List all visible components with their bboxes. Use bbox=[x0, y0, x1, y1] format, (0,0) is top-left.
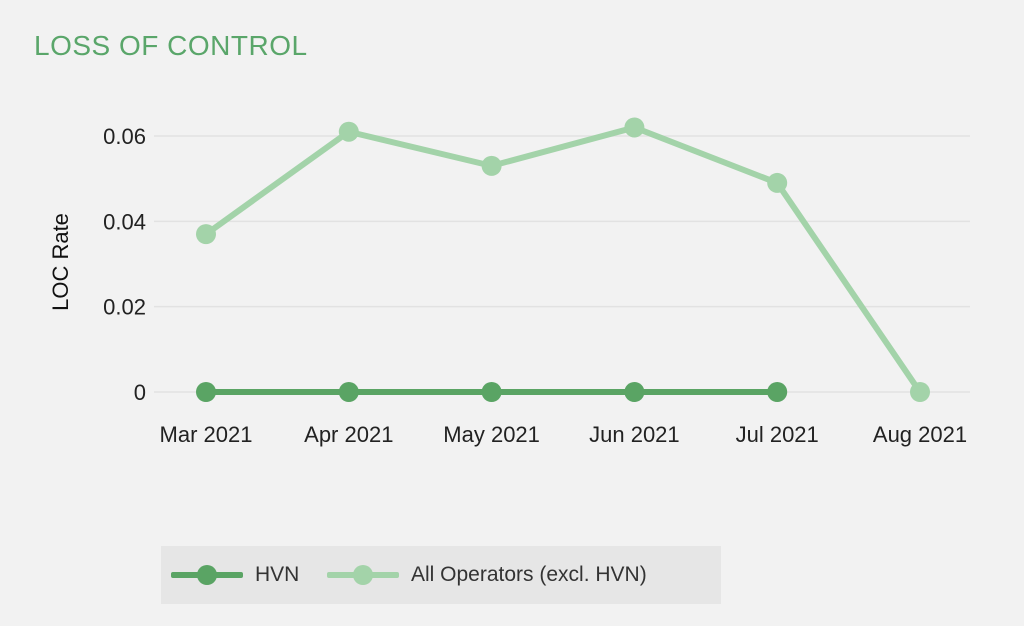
series-lines bbox=[196, 117, 930, 402]
x-tick-label: May 2021 bbox=[443, 422, 540, 447]
y-tick-label: 0 bbox=[134, 380, 146, 405]
y-tick-label: 0.06 bbox=[103, 124, 146, 149]
x-tick-label: Jun 2021 bbox=[589, 422, 680, 447]
data-point[interactable] bbox=[196, 382, 216, 402]
data-point[interactable] bbox=[338, 382, 359, 402]
series-0 bbox=[196, 382, 788, 402]
legend-swatch-all-operators bbox=[327, 565, 399, 585]
data-point[interactable] bbox=[338, 121, 359, 142]
y-tick-labels: 0 0.02 0.04 0.06 bbox=[103, 124, 146, 405]
y-tick-label: 0.02 bbox=[103, 295, 146, 320]
data-point[interactable] bbox=[196, 224, 216, 245]
legend-label-hvn: HVN bbox=[255, 563, 300, 586]
x-tick-label: Apr 2021 bbox=[304, 422, 393, 447]
data-point[interactable] bbox=[481, 155, 502, 176]
y-tick-label: 0.04 bbox=[103, 209, 146, 234]
legend-item-all-operators[interactable]: All Operators (excl. HVN) bbox=[327, 546, 647, 604]
data-point[interactable] bbox=[624, 382, 645, 402]
x-tick-label: Jul 2021 bbox=[736, 422, 819, 447]
x-tick-label: Mar 2021 bbox=[160, 422, 253, 447]
legend-item-hvn[interactable]: HVN bbox=[171, 546, 299, 604]
legend: HVN All Operators (excl. HVN) bbox=[161, 546, 721, 604]
chart-title: LOSS OF CONTROL bbox=[34, 30, 308, 61]
data-point[interactable] bbox=[767, 382, 788, 402]
series-line bbox=[203, 124, 923, 395]
line-chart: 0 0.02 0.04 0.06 Mar 2021 Apr 2021 May 2021 Ju… bbox=[48, 117, 970, 447]
series-1 bbox=[196, 117, 930, 402]
chart-panel: LOSS OF CONTROL 0 0.02 0.04 0.06 Mar 2021 Ap… bbox=[4, 4, 1018, 618]
legend-swatch-hvn bbox=[171, 565, 243, 585]
data-point[interactable] bbox=[481, 382, 502, 402]
x-tick-label: Aug 2021 bbox=[873, 422, 967, 447]
data-point[interactable] bbox=[624, 117, 645, 138]
legend-label-all-operators: All Operators (excl. HVN) bbox=[411, 563, 647, 586]
x-tick-labels: Mar 2021 Apr 2021 May 2021 Jun 2021 Jul 2021… bbox=[160, 422, 968, 447]
y-axis-title: LOC Rate bbox=[48, 213, 73, 311]
data-point[interactable] bbox=[767, 172, 788, 193]
gridlines bbox=[154, 135, 970, 393]
data-point[interactable] bbox=[910, 382, 930, 402]
